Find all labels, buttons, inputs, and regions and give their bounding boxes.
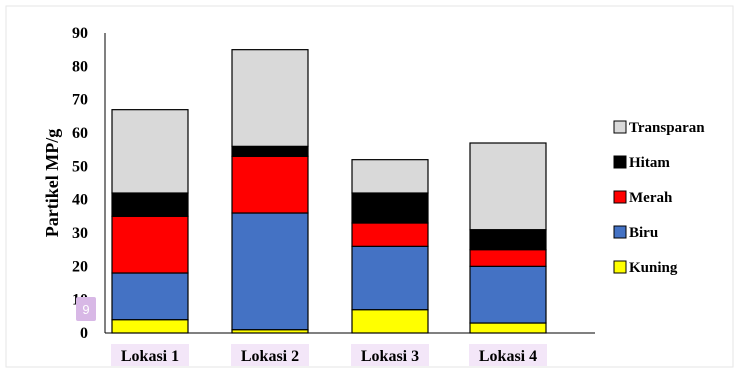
bar-segment-biru-1 <box>111 272 189 321</box>
y-axis-label: Partikel MP/g <box>42 129 62 237</box>
x-category-label: Lokasi 3 <box>361 348 419 365</box>
bar-segment-hitam-2 <box>231 145 309 157</box>
legend-item-kuning: Kuning <box>613 260 678 276</box>
bar-segment-transparan-2 <box>231 49 309 147</box>
legend-item-transparan: Transparan <box>613 120 705 136</box>
x-axis-categories: Lokasi 1 Lokasi 2 Lokasi 3 Lokasi 4 <box>111 344 547 366</box>
bar-segment-kuning-1 <box>111 319 189 334</box>
bar-segment-hitam-4 <box>469 229 547 251</box>
legend-item-merah: Merah <box>613 190 673 206</box>
x-category-label: Lokasi 1 <box>121 348 179 365</box>
legend-label: Merah <box>629 190 673 206</box>
plot-area <box>104 33 595 334</box>
bar-segment-biru-2 <box>231 212 309 331</box>
y-tick-label: 80 <box>72 58 88 75</box>
legend: Transparan Hitam Merah Biru Kuning <box>613 120 705 276</box>
bar-segment-merah-1 <box>111 215 189 274</box>
y-axis-ticks: 0102030405060708090 <box>72 25 88 342</box>
y-tick-label: 50 <box>72 158 88 175</box>
y-tick-label: 60 <box>72 125 88 142</box>
overlay-badge-text: 9 <box>82 302 89 317</box>
x-category-2: Lokasi 2 <box>231 344 309 366</box>
legend-label: Biru <box>629 225 658 241</box>
legend-swatch <box>613 190 627 204</box>
legend-item-biru: Biru <box>613 225 658 241</box>
overlay-badge: 9 <box>76 297 96 321</box>
bar-segment-biru-3 <box>351 245 429 311</box>
bar-segment-transparan-1 <box>111 109 189 194</box>
bar-segment-biru-4 <box>469 265 547 324</box>
y-tick-label: 40 <box>72 192 88 209</box>
legend-item-hitam: Hitam <box>613 155 670 171</box>
bar-segment-hitam-3 <box>351 192 429 224</box>
bar-segment-merah-3 <box>351 222 429 247</box>
legend-label: Kuning <box>629 260 678 276</box>
x-category-1: Lokasi 1 <box>111 344 189 366</box>
bar-segment-transparan-3 <box>351 159 429 194</box>
legend-label: Hitam <box>629 155 670 171</box>
bar-segment-hitam-1 <box>111 192 189 217</box>
legend-label: Transparan <box>629 120 705 136</box>
legend-swatch <box>613 260 627 274</box>
bar-segment-merah-2 <box>231 155 309 214</box>
bar-segment-kuning-3 <box>351 309 429 334</box>
x-category-3: Lokasi 3 <box>351 344 429 366</box>
x-category-label: Lokasi 2 <box>241 348 299 365</box>
bar-segment-merah-4 <box>469 249 547 267</box>
legend-swatch <box>613 120 627 134</box>
legend-swatch <box>613 225 627 239</box>
y-tick-label: 30 <box>72 225 88 242</box>
y-tick-label: 0 <box>80 325 88 342</box>
y-tick-label: 90 <box>72 25 88 42</box>
x-category-4: Lokasi 4 <box>469 344 547 366</box>
bar-segment-transparan-4 <box>469 142 547 231</box>
y-tick-label: 20 <box>72 258 88 275</box>
legend-swatch <box>613 155 627 169</box>
y-tick-label: 70 <box>72 92 88 109</box>
bar-segment-kuning-4 <box>469 322 547 334</box>
x-category-label: Lokasi 4 <box>479 348 537 365</box>
